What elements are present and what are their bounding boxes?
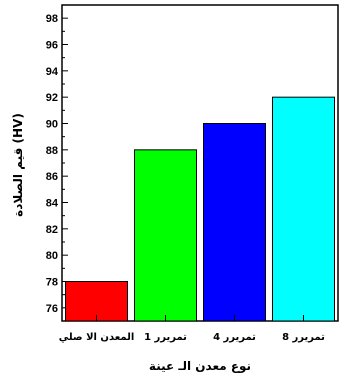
bar [203,123,266,322]
y-axis-ticks: 76 78 80 82 84 86 88 90 92 94 96 98 [46,4,68,322]
x-category-label: 1 تمريرر [144,332,187,343]
bars [65,96,335,322]
y-tick-label: 84 [46,198,59,210]
y-tick-label: 88 [46,145,58,157]
y-axis-title: قيم الصلادة (HV) [11,113,25,217]
x-category-label: 8 تمريرر [282,332,325,343]
y-tick-label: 86 [46,171,58,183]
y-tick-label: 98 [46,13,58,25]
y-tick-label: 80 [46,250,58,262]
x-axis-category-labels: المعدن الا صلي 1 تمريرر 4 تمريرر 8 تمريرر [59,315,325,343]
bar [272,96,335,322]
y-tick-label: 78 [46,277,58,289]
y-tick-label: 82 [46,224,58,236]
y-tick-label: 94 [46,66,59,78]
x-category-label: المعدن الا صلي [59,332,135,343]
y-tick-label: 96 [46,40,58,52]
x-axis-title: نوع معدن الـ عينة [149,359,251,374]
x-category-label: 4 تمريرر [213,332,256,343]
y-tick-label: 92 [46,92,58,104]
y-tick-label: 76 [46,303,58,315]
y-tick-label: 90 [46,119,58,131]
bar [134,149,197,322]
